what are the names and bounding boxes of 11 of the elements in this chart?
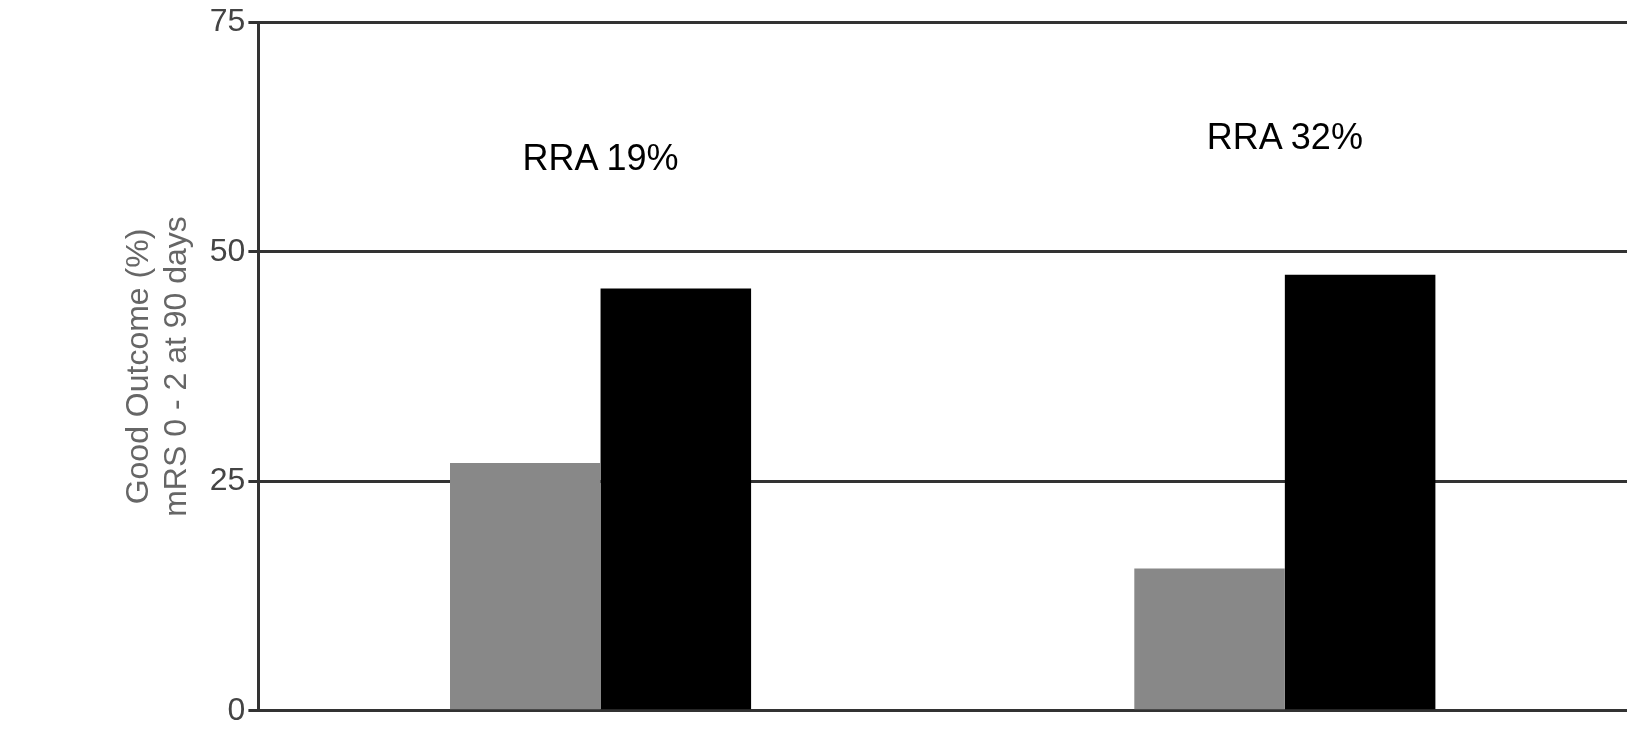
bar [600, 288, 752, 710]
y-axis-title: Good Outcome (%) mRS 0 - 2 at 90 days [119, 216, 194, 517]
y-tick-label: 25 [209, 461, 246, 498]
y-tick-label: 0 [227, 690, 246, 727]
bar [1284, 274, 1436, 710]
y-tick-label: 50 [209, 231, 246, 268]
bar [450, 462, 601, 710]
bar [1134, 568, 1285, 710]
annotation: RRA 32% [1206, 116, 1363, 158]
y-tick-label: 75 [209, 2, 246, 39]
annotation: RRA 19% [522, 136, 679, 178]
